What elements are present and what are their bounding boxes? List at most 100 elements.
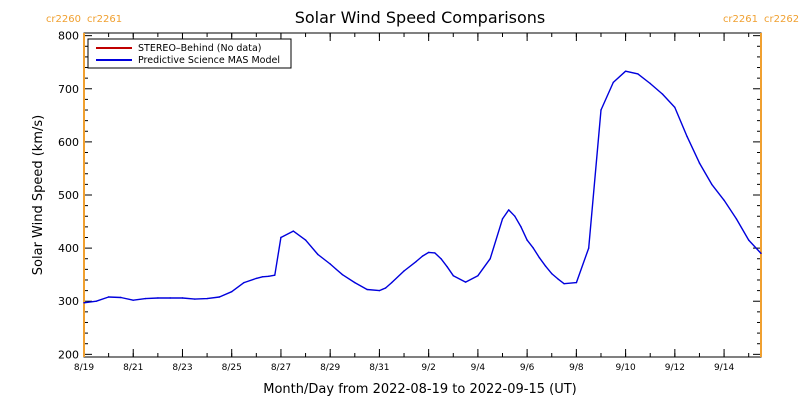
- carrington-label-left: cr2260: [46, 14, 81, 25]
- series-line-mas-model: [83, 70, 762, 304]
- data-point: [452, 275, 454, 277]
- data-point: [748, 239, 750, 241]
- x-tick-label: 8/31: [369, 363, 389, 373]
- data-point: [649, 82, 651, 85]
- data-point: [280, 236, 282, 239]
- data-point: [421, 255, 424, 257]
- data-point: [532, 247, 534, 249]
- data-point: [501, 218, 504, 220]
- data-point: [335, 268, 337, 271]
- y-tick-label: 500: [58, 189, 79, 202]
- data-point: [95, 300, 98, 302]
- data-point: [428, 251, 430, 254]
- data-point: [674, 106, 676, 109]
- legend-label-mas: Predictive Science MAS Model: [138, 55, 280, 66]
- data-point: [508, 209, 510, 211]
- data-point: [261, 276, 264, 278]
- axis-ticks: 200 300 400 500 600 700 800 8/19 8/21 8/23 8/25 8/2…: [58, 30, 761, 373]
- legend-label-stereo: STEREO–Behind (No data): [138, 43, 262, 54]
- data-point: [144, 297, 147, 300]
- x-tick-label: 8/25: [222, 363, 242, 373]
- y-tick-label: 200: [58, 348, 79, 361]
- data-point: [711, 183, 713, 186]
- data-point: [341, 274, 344, 276]
- data-point: [120, 296, 122, 299]
- data-point: [83, 302, 85, 304]
- data-point: [760, 252, 762, 255]
- y-tick-label: 600: [58, 136, 79, 149]
- data-point: [575, 281, 578, 284]
- data-point: [698, 162, 701, 164]
- data-point: [181, 297, 184, 299]
- data-point: [218, 296, 221, 298]
- data-point: [686, 135, 688, 138]
- data-point: [243, 281, 245, 284]
- data-point: [477, 275, 479, 277]
- x-tick-label: 9/6: [520, 363, 535, 373]
- data-point: [520, 226, 522, 228]
- data-point: [489, 258, 491, 260]
- data-point: [267, 275, 270, 277]
- data-point: [661, 93, 664, 95]
- data-point: [735, 218, 738, 220]
- data-point: [391, 281, 393, 284]
- chart-title: Solar Wind Speed Comparisons: [295, 8, 546, 27]
- x-tick-label: 9/4: [471, 363, 486, 373]
- data-point: [206, 297, 208, 300]
- data-point: [107, 296, 110, 298]
- x-tick-label: 8/21: [123, 363, 143, 373]
- data-point: [563, 283, 565, 285]
- data-point: [514, 215, 516, 217]
- data-point: [588, 247, 590, 249]
- data-point: [544, 265, 547, 267]
- series-lines: [83, 70, 762, 304]
- data-point: [464, 281, 467, 283]
- data-point: [157, 297, 159, 299]
- x-tick-label: 9/14: [714, 363, 734, 373]
- data-point: [169, 297, 171, 299]
- data-point: [194, 298, 196, 300]
- data-point: [274, 274, 276, 276]
- x-tick-label: 8/29: [320, 363, 340, 373]
- x-axis-label: Month/Day from 2022-08-19 to 2022-09-15 …: [263, 382, 576, 397]
- data-point: [723, 199, 725, 201]
- data-point: [612, 81, 614, 84]
- legend: STEREO–Behind (No data) Predictive Scien…: [87, 38, 292, 69]
- data-point: [384, 287, 387, 289]
- x-tick-label: 9/12: [665, 363, 685, 373]
- data-point: [317, 253, 319, 256]
- data-point: [304, 239, 307, 241]
- x-tick-label: 9/10: [615, 363, 635, 373]
- data-point: [354, 281, 356, 284]
- carrington-label-left: cr2261: [723, 14, 758, 25]
- data-point: [132, 299, 134, 301]
- data-point: [624, 70, 627, 72]
- x-tick-label: 9/8: [569, 363, 584, 373]
- data-point: [446, 266, 448, 268]
- data-point: [415, 260, 417, 263]
- y-tick-label: 300: [58, 295, 79, 308]
- y-tick-label: 400: [58, 242, 79, 255]
- data-point: [526, 239, 528, 241]
- plot-frame: [83, 32, 762, 358]
- x-tick-label: 9/2: [421, 363, 435, 373]
- data-point: [292, 230, 294, 232]
- data-point: [557, 278, 559, 280]
- x-tick-label: 8/27: [271, 363, 291, 373]
- y-tick-label: 800: [58, 30, 79, 43]
- data-point: [637, 73, 639, 75]
- carrington-label-right: cr2262: [764, 14, 799, 25]
- y-tick-label: 700: [58, 83, 79, 96]
- y-axis-label: Solar Wind Speed (km/s): [31, 115, 46, 275]
- x-tick-label: 8/23: [172, 363, 192, 373]
- data-point: [255, 277, 257, 280]
- data-point: [403, 270, 405, 272]
- legend-box: [87, 38, 292, 69]
- data-point: [538, 257, 541, 259]
- data-point: [329, 263, 331, 265]
- x-tick-label: 8/19: [74, 363, 94, 373]
- data-point: [551, 272, 553, 275]
- carrington-label-right: cr2261: [87, 14, 122, 25]
- data-point: [440, 258, 442, 260]
